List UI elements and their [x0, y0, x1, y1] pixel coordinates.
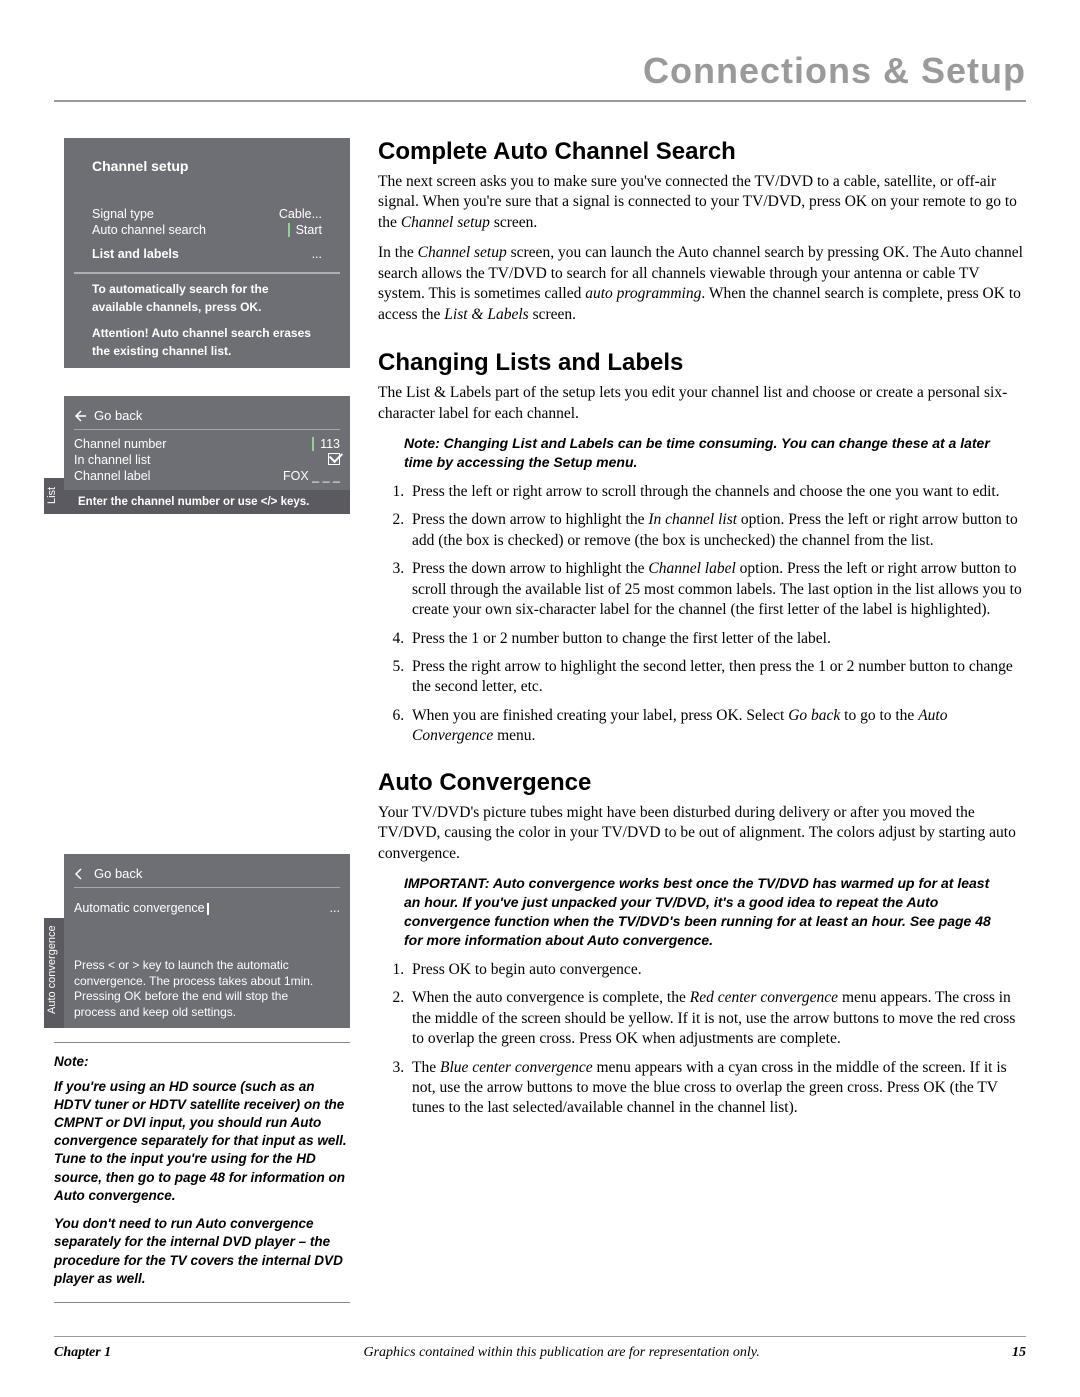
screenshot-note: convergence. The process takes about 1mi…: [74, 974, 340, 990]
screenshot-footer: Enter the channel number or use </> keys…: [64, 490, 350, 514]
section-heading: Changing Lists and Labels: [378, 349, 1026, 377]
menu-row: Signal type Cable...: [92, 206, 322, 222]
menu-row: Channel label FOX _ _ _: [74, 468, 340, 484]
go-back-icon: [74, 867, 88, 881]
highlight-bar-icon: [312, 437, 314, 451]
steps-list: Press the left or right arrow to scroll …: [378, 482, 1026, 747]
go-back-row: Go back: [74, 408, 340, 430]
step-item: Press the down arrow to highlight the Ch…: [408, 559, 1026, 620]
right-column: Complete Auto Channel Search The next sc…: [378, 138, 1026, 1313]
channel-setup-screenshot: Channel setup Signal type Cable... Auto …: [64, 138, 350, 368]
menu-row-label: Channel label: [74, 469, 150, 483]
menu-row: Channel number 113: [74, 436, 340, 452]
screenshot-note: Press < or > key to launch the automatic: [74, 958, 340, 974]
go-back-label: Go back: [94, 408, 142, 423]
body-paragraph: In the Channel setup screen, you can lau…: [378, 243, 1026, 325]
step-item: When the auto convergence is complete, t…: [408, 988, 1026, 1049]
checkbox-icon: [328, 453, 340, 465]
body-paragraph: Your TV/DVD's picture tubes might have b…: [378, 803, 1026, 864]
side-tab: List: [44, 478, 64, 514]
left-column: Channel setup Signal type Cable... Auto …: [54, 138, 350, 1313]
chapter-label: Chapter 1: [54, 1345, 111, 1361]
menu-row: Auto channel search Start: [92, 222, 322, 238]
menu-row-value: ...: [330, 901, 340, 915]
steps-list: Press OK to begin auto convergence. When…: [378, 960, 1026, 1119]
screenshot-note: process and keep old settings.: [74, 1005, 340, 1021]
step-item: Press the left or right arrow to scroll …: [408, 482, 1026, 502]
page-header: Connections & Setup: [54, 50, 1026, 102]
note-block: Note: Changing List and Labels can be ti…: [404, 434, 1026, 472]
menu-row-label: List and labels: [92, 247, 179, 261]
auto-convergence-screenshot: Auto convergence Go back Automatic conve…: [64, 854, 350, 1028]
menu-row: List and labels ...: [92, 246, 322, 262]
body-paragraph: The List & Labels part of the setup lets…: [378, 383, 1026, 424]
side-tab: Auto convergence: [44, 918, 64, 1028]
menu-row-label: Signal type: [92, 207, 154, 221]
menu-row-label: In channel list: [74, 453, 150, 467]
step-item: Press the down arrow to highlight the In…: [408, 510, 1026, 551]
step-item: Press the right arrow to highlight the s…: [408, 657, 1026, 698]
menu-row-value: Cable...: [279, 207, 322, 221]
screenshot-note: the existing channel list.: [74, 342, 340, 360]
menu-row: In channel list: [74, 452, 340, 468]
divider: [54, 1042, 350, 1043]
section-heading: Complete Auto Channel Search: [378, 138, 1026, 166]
note-paragraph: You don't need to run Auto convergence s…: [54, 1215, 350, 1288]
go-back-label: Go back: [94, 866, 142, 881]
step-item: Press the 1 or 2 number button to change…: [408, 629, 1026, 649]
note-heading: Note:: [54, 1053, 350, 1071]
screenshot-note: Attention! Auto channel search erases: [74, 324, 340, 342]
highlight-bar-icon: [288, 223, 290, 237]
menu-row: Automatic convergence ...: [74, 900, 340, 916]
step-item: When you are finished creating your labe…: [408, 706, 1026, 747]
page-footer: Chapter 1 Graphics contained within this…: [54, 1336, 1026, 1361]
menu-row-label: Auto channel search: [92, 223, 206, 237]
body-paragraph: The next screen asks you to make sure yo…: [378, 172, 1026, 233]
menu-row-label: Automatic convergence: [74, 901, 205, 915]
screenshot-note: To automatically search for the: [74, 280, 340, 298]
menu-row-value: FOX _ _ _: [283, 469, 340, 483]
section-heading: Auto Convergence: [378, 769, 1026, 797]
note-paragraph: If you're using an HD source (such as an…: [54, 1078, 350, 1206]
side-note: Note: If you're using an HD source (such…: [54, 1053, 350, 1288]
step-item: Press OK to begin auto convergence.: [408, 960, 1026, 980]
menu-row-label: Channel number: [74, 437, 166, 451]
note-block: IMPORTANT: Auto convergence works best o…: [404, 874, 1026, 950]
menu-row-value: Start: [296, 223, 322, 237]
screenshot-note: Pressing OK before the end will stop the: [74, 989, 340, 1005]
page-number: 15: [1012, 1345, 1026, 1361]
cursor-icon: [207, 903, 209, 915]
page-title: Connections & Setup: [54, 50, 1026, 92]
screenshot-note: available channels, press OK.: [74, 298, 340, 316]
step-item: The Blue center convergence menu appears…: [408, 1058, 1026, 1119]
go-back-icon: [74, 409, 88, 423]
menu-row-value: ...: [312, 247, 322, 261]
content-columns: Channel setup Signal type Cable... Auto …: [54, 138, 1026, 1313]
list-labels-screenshot: List Go back Channel number 113 In chann…: [64, 396, 350, 514]
go-back-row: Go back: [74, 866, 340, 888]
divider: [54, 1302, 350, 1303]
screenshot-title: Channel setup: [74, 150, 340, 188]
footer-note: Graphics contained within this publicati…: [363, 1345, 759, 1361]
